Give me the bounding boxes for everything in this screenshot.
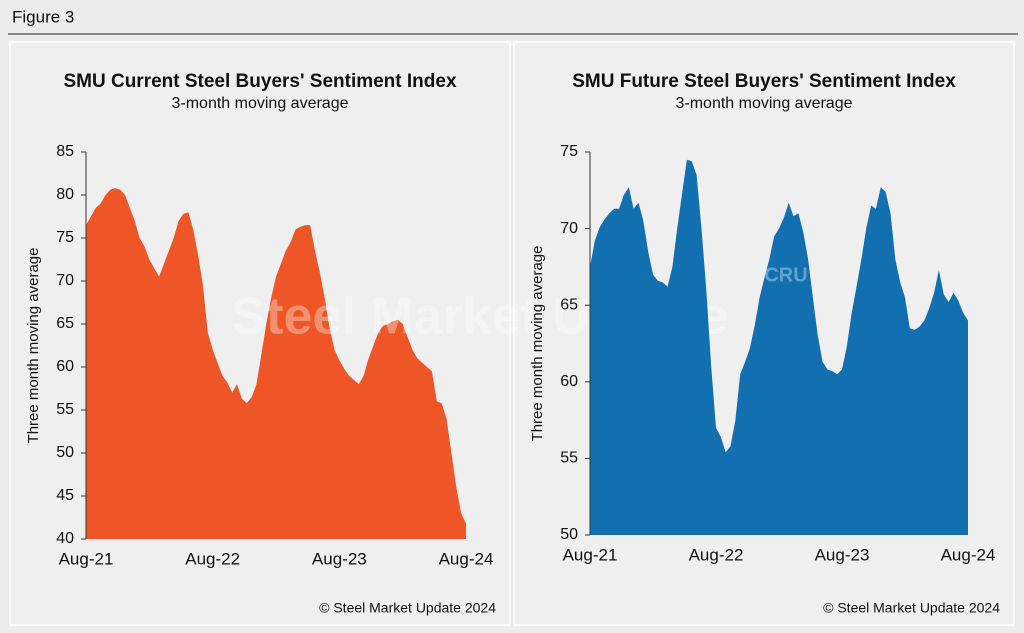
y-tick-label: 50 [560, 526, 578, 543]
y-tick-label: 65 [560, 296, 578, 313]
y-tick-label: 80 [56, 186, 74, 203]
y-tick-label: 70 [560, 220, 578, 237]
area [590, 159, 968, 535]
x-tick-label: Aug-23 [312, 549, 367, 568]
watermark: CRU [764, 264, 807, 286]
x-tick-label: Aug-23 [815, 545, 870, 564]
y-tick-label: 50 [56, 444, 74, 461]
y-tick-label: 40 [56, 530, 74, 547]
chart-subtitle: 3-month moving average [172, 95, 349, 112]
chart-subtitle: 3-month moving average [676, 95, 853, 112]
x-tick-label: Aug-22 [185, 549, 240, 568]
y-axis-label: Three month moving average [529, 246, 546, 442]
area [86, 188, 466, 539]
figure-label: Figure 3 [12, 7, 74, 26]
chart-title: SMU Future Steel Buyers' Sentiment Index [572, 71, 956, 92]
y-tick-label: 85 [56, 143, 74, 160]
x-tick-label: Aug-24 [439, 549, 494, 568]
y-tick-label: 60 [560, 373, 578, 390]
y-tick-label: 45 [56, 487, 74, 504]
chart-title: SMU Current Steel Buyers' Sentiment Inde… [63, 71, 456, 92]
x-tick-label: Aug-24 [941, 545, 996, 564]
source-note: © Steel Market Update 2024 [319, 600, 496, 616]
y-tick-label: 55 [560, 450, 578, 467]
y-axis-label: Three month moving average [25, 248, 42, 444]
x-tick-label: Aug-21 [563, 545, 618, 564]
x-tick-label: Aug-21 [59, 549, 114, 568]
y-tick-label: 70 [56, 272, 74, 289]
y-tick-label: 75 [560, 143, 578, 160]
y-tick-label: 65 [56, 315, 74, 332]
y-tick-label: 55 [56, 401, 74, 418]
x-tick-label: Aug-22 [689, 545, 744, 564]
y-tick-label: 75 [56, 229, 74, 246]
y-tick-label: 60 [56, 358, 74, 375]
source-note: © Steel Market Update 2024 [823, 600, 1000, 616]
